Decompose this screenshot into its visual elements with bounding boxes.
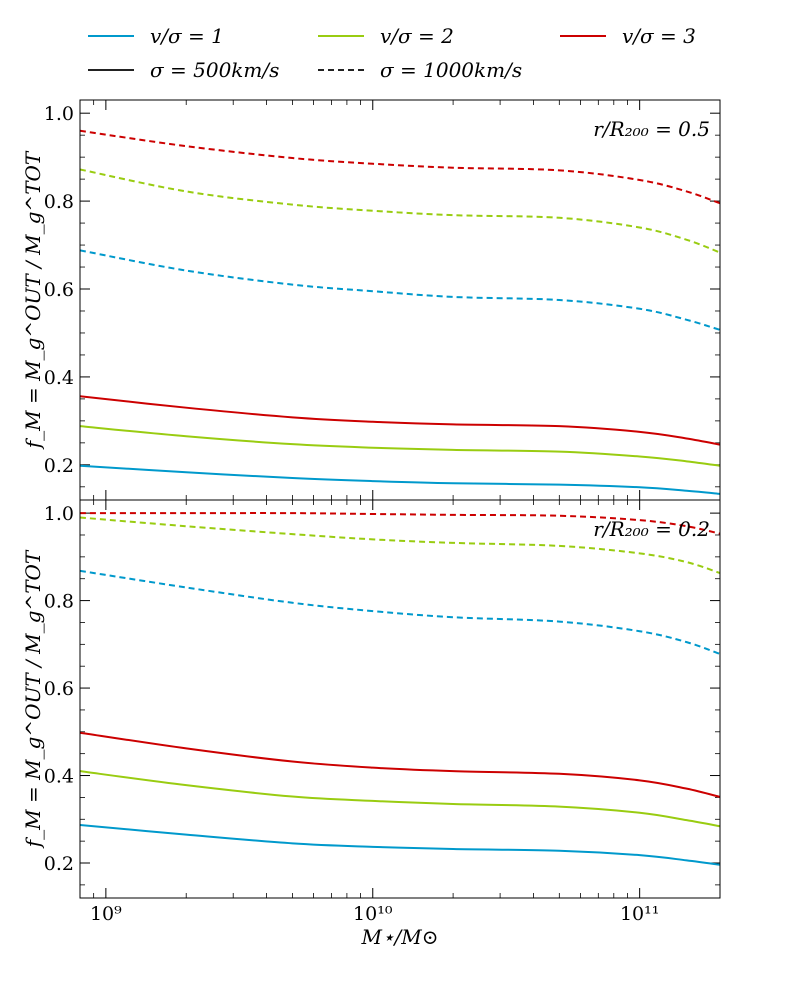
y-tick-label: 1.0: [44, 503, 74, 525]
series-line-4: [80, 569, 720, 655]
y-tick-label: 0.2: [44, 455, 74, 477]
series-line-4: [80, 249, 720, 331]
y-tick-label: 0.8: [44, 591, 74, 613]
y-tick-label: 0.6: [44, 279, 74, 301]
series-line-6: [80, 129, 720, 205]
series-line-2: [80, 770, 720, 828]
panel-annotation: r/R₂₀₀ = 0.5: [593, 117, 710, 141]
y-tick-label: 1.0: [44, 103, 74, 125]
y-tick-label: 0.6: [44, 678, 74, 700]
legend-style-label-1: σ = 500km/s: [150, 58, 279, 82]
y-tick-label: 0.4: [44, 367, 74, 389]
panel-annotation: r/R₂₀₀ = 0.2: [593, 517, 710, 541]
panel-frame: [79, 99, 721, 501]
x-axis-title: M⋆/M⊙: [361, 925, 439, 949]
legend-style-label-2: σ = 1000km/s: [380, 58, 522, 82]
series-line-1: [80, 823, 720, 866]
y-axis-title: f_M = M_g^OUT / M_g^TOT: [21, 150, 45, 450]
x-tick-label: 10⁹: [90, 903, 122, 925]
x-tick-label: 10¹⁰: [353, 903, 393, 925]
series-line-5: [80, 516, 720, 574]
y-axis-title: f_M = M_g^OUT / M_g^TOT: [21, 549, 45, 849]
series-line-6: [80, 512, 720, 535]
x-tick-label: 10¹¹: [620, 903, 659, 925]
legend-label-3: v/σ = 3: [622, 24, 696, 48]
y-tick-label: 0.2: [44, 853, 74, 875]
legend-label-2: v/σ = 2: [380, 24, 454, 48]
series-line-2: [80, 425, 720, 467]
series-line-5: [80, 168, 720, 254]
y-tick-label: 0.8: [44, 191, 74, 213]
panel-bottom: 0.2 0.4 0.6 0.8 1.0 r/R₂₀₀ = 0.2 f_M = M_g^OUT…: [21, 499, 721, 925]
series-group: [80, 512, 720, 866]
series-line-3: [80, 731, 720, 798]
legend-label-1: v/σ = 1: [150, 24, 224, 48]
series-line-1: [80, 464, 720, 495]
legend: v/σ = 1 v/σ = 2 v/σ = 3 σ = 500km/s σ = 1000…: [88, 24, 696, 82]
panel-top: 0.2 0.4 0.6 0.8 1.0 r/R₂₀₀ = 0.5 f_M = M_g^OUT…: [21, 99, 721, 501]
panel-frame: [79, 499, 721, 899]
series-line-3: [80, 395, 720, 446]
y-tick-label: 0.4: [44, 766, 74, 788]
series-group: [80, 129, 720, 495]
